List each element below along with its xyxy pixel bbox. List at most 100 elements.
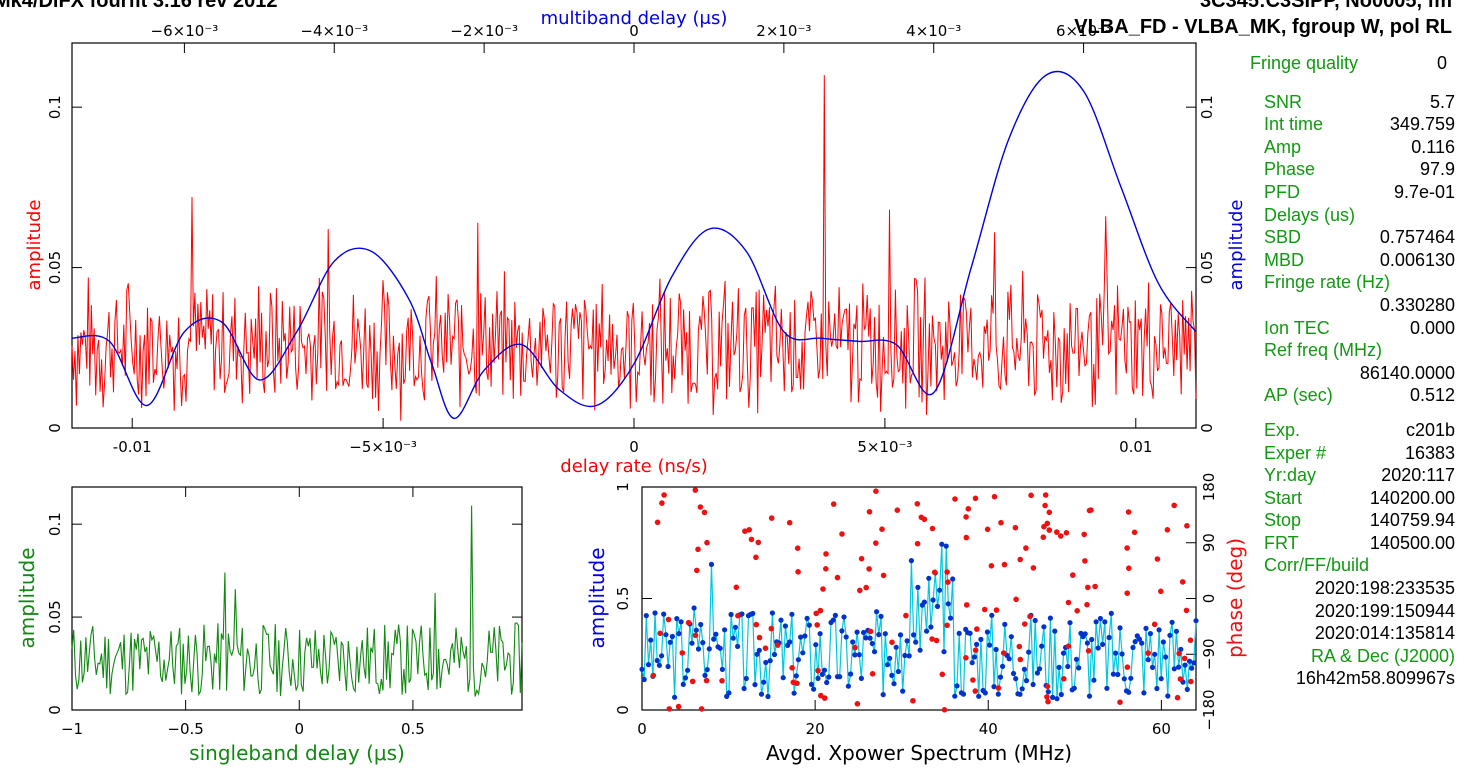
phase-point (815, 667, 821, 674)
phase-point (1086, 507, 1093, 514)
amplitude-point (848, 671, 854, 677)
phase-point (1013, 596, 1019, 603)
phase-point (858, 555, 865, 562)
amplitude-point (811, 686, 817, 692)
phase-point (753, 554, 759, 561)
amplitude-point (1067, 620, 1073, 626)
amplitude-point (902, 652, 908, 659)
amplitude-point (974, 641, 980, 648)
phase-point (1046, 509, 1053, 516)
amplitude-point (863, 635, 869, 641)
amplitude-point (704, 667, 710, 673)
phase-point (1082, 558, 1088, 564)
amplitude-point (1143, 625, 1149, 632)
phase-point (675, 703, 682, 710)
phase-point (839, 531, 845, 537)
amplitude-point (969, 660, 975, 666)
amplitude-point (750, 610, 756, 617)
phase-point (974, 626, 980, 632)
corr-value: 2020:198:233535 (1314, 578, 1455, 599)
exp-row: Exp. c201b (1264, 419, 1455, 442)
y-axis-label: amplitude (585, 547, 609, 648)
amplitude-point (1039, 643, 1045, 649)
phase-point (774, 642, 781, 648)
amplitude-point (845, 683, 852, 689)
amplitude-point (1176, 664, 1182, 670)
amplitude-point (756, 647, 762, 653)
mbd-value: 0.006130 (1379, 249, 1455, 270)
phase-point (1187, 637, 1194, 643)
amplitude-point (900, 688, 906, 694)
phase-point (914, 540, 921, 547)
amplitude-point (722, 627, 728, 633)
amplitude-point (858, 675, 865, 682)
x-tick-label: −1 (61, 720, 83, 738)
phase-point (894, 507, 901, 513)
amplitude-point (752, 682, 758, 688)
amplitude-point (1017, 691, 1023, 697)
phase-point (931, 569, 938, 576)
x-tick-label: 60 (1152, 720, 1171, 738)
amplitude-point (767, 658, 773, 664)
phase-point (823, 551, 829, 557)
phase-point (786, 519, 793, 526)
phase-point (1065, 599, 1072, 606)
amplitude-point (1132, 639, 1138, 645)
amplitude-point (1037, 666, 1043, 672)
x-axis-label: Avgd. Xpower Spectrum (MHz) (766, 741, 1072, 765)
amplitude-point (1058, 691, 1064, 698)
amplitude-point (698, 621, 704, 628)
phase-point (1074, 608, 1080, 614)
amplitude-point (1126, 689, 1132, 695)
phase-point (692, 487, 699, 493)
amplitude-point (930, 597, 936, 603)
stop-label: Stop (1264, 510, 1302, 531)
radec-label: RA & Dec (J2000) (1310, 645, 1455, 666)
phase-point (1085, 648, 1092, 654)
y-tick-label: 90 (1200, 533, 1218, 552)
amplitude-point (685, 667, 691, 673)
phase-point (701, 509, 708, 516)
phase-point (1092, 583, 1098, 590)
fringe-quality-row: Fringe quality 0 (1250, 52, 1455, 75)
amplitude-point (1141, 690, 1147, 696)
phase-point (944, 622, 950, 629)
phase-point (970, 677, 976, 683)
amplitude-point (1000, 663, 1006, 670)
phase-point (984, 526, 991, 533)
multiband-delay-series (71, 70, 1197, 420)
amplitude-point (954, 683, 960, 689)
phase-point (952, 496, 958, 502)
amplitude-point (1008, 634, 1014, 640)
phase-point (685, 619, 692, 626)
amplitude-point (1032, 617, 1038, 624)
amplitude-point (1065, 663, 1071, 670)
phase-point (1044, 683, 1051, 690)
amplitude-point (945, 601, 951, 607)
amplitude-point (993, 646, 999, 653)
amplitude-point (1169, 619, 1175, 625)
panel-frame (71, 486, 523, 711)
stat-row: Amp 0.116 (1264, 136, 1455, 159)
amplitude-point (645, 662, 652, 668)
amplitude-point (1013, 676, 1019, 682)
phase-point (995, 685, 1002, 691)
sbd-value: 0.757464 (1379, 227, 1455, 248)
amplitude-point (947, 615, 954, 621)
phase-point (1117, 699, 1123, 705)
y-tick-label: 0 (1200, 594, 1218, 604)
sbd-row: SBD 0.757464 (1264, 226, 1455, 249)
x-axis-label: delay rate (ns/s) (560, 456, 707, 477)
phase-point (914, 501, 921, 507)
phase-point (1016, 643, 1023, 650)
amplitude-point (691, 605, 697, 611)
amplitude-point (806, 622, 812, 628)
phase-point (965, 506, 972, 512)
x-tick-label: −0.5 (167, 720, 203, 738)
amplitude-point (652, 610, 658, 616)
phase-point (867, 628, 874, 635)
stat-label: PFD (1264, 181, 1300, 202)
phase-point (1174, 694, 1181, 701)
amplitude-point (911, 632, 917, 638)
